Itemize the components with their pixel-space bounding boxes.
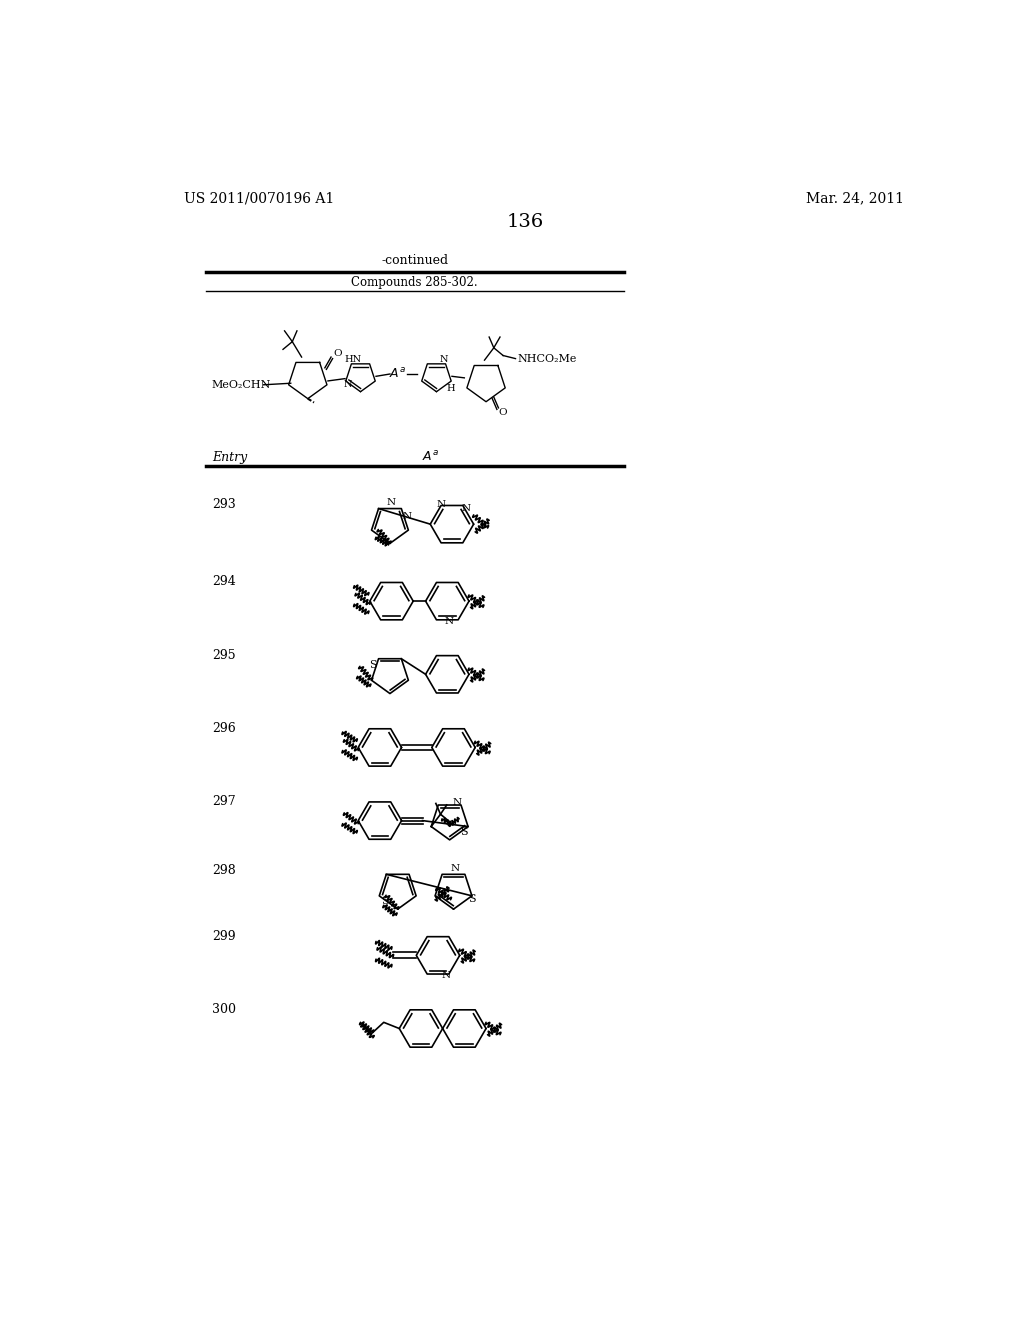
Text: N: N — [344, 380, 352, 388]
Text: HN: HN — [344, 355, 361, 364]
Text: N: N — [440, 355, 449, 364]
Text: N: N — [441, 972, 451, 979]
Text: N: N — [402, 512, 412, 521]
Text: MeO₂CHN: MeO₂CHN — [212, 380, 271, 389]
Text: H: H — [446, 384, 455, 393]
Text: $A^{a}$: $A^{a}$ — [422, 450, 438, 465]
Text: O: O — [499, 408, 507, 417]
Text: Mar. 24, 2011: Mar. 24, 2011 — [806, 191, 904, 206]
Text: S: S — [468, 894, 476, 904]
Text: $A^{a}$: $A^{a}$ — [389, 367, 407, 381]
Text: N: N — [453, 797, 462, 807]
Text: 293: 293 — [212, 499, 236, 511]
Text: Compounds 285-302.: Compounds 285-302. — [351, 276, 478, 289]
Text: 297: 297 — [212, 795, 236, 808]
Text: S: S — [382, 896, 389, 907]
Text: 294: 294 — [212, 576, 236, 589]
Text: N: N — [387, 498, 396, 507]
Text: 298: 298 — [212, 865, 236, 878]
Text: S: S — [460, 828, 467, 837]
Text: S: S — [369, 660, 377, 671]
Text: N: N — [451, 863, 460, 873]
Text: 295: 295 — [212, 648, 236, 661]
Text: N: N — [436, 500, 445, 510]
Text: 300: 300 — [212, 1003, 236, 1016]
Text: -continued: -continued — [381, 255, 449, 268]
Text: Entry: Entry — [212, 450, 247, 463]
Text: 136: 136 — [506, 213, 544, 231]
Text: 296: 296 — [212, 722, 236, 735]
Text: 299: 299 — [212, 929, 236, 942]
Text: US 2011/0070196 A1: US 2011/0070196 A1 — [183, 191, 334, 206]
Text: N: N — [444, 616, 454, 626]
Text: N: N — [462, 504, 470, 513]
Text: O: O — [334, 350, 342, 359]
Text: NHCO₂Me: NHCO₂Me — [517, 354, 577, 363]
